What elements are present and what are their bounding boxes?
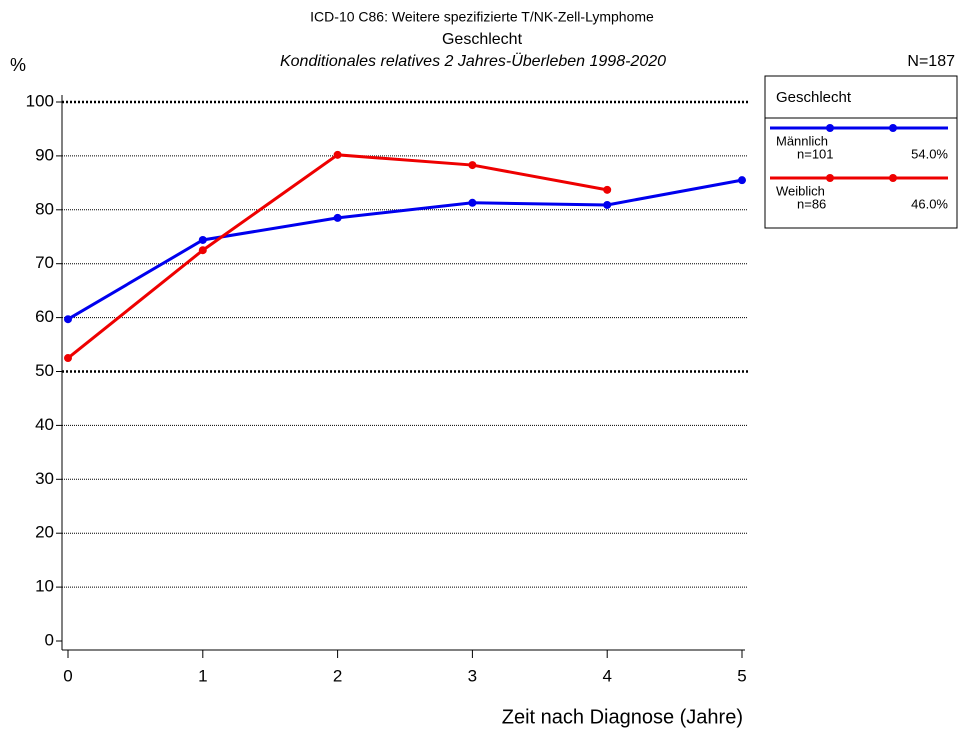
chart-title: ICD-10 C86: Weitere spezifizierte T/NK-Z… [310, 9, 654, 25]
series-line [67, 178, 743, 321]
chart-subtitle: Geschlecht [442, 31, 523, 48]
y-axis-label: % [10, 55, 26, 75]
legend-marker [889, 124, 897, 132]
total-label: N=187 [907, 53, 955, 70]
point [468, 161, 477, 170]
legend-marker [889, 174, 897, 182]
legend-count: n=101 [797, 146, 834, 161]
y-tick-label: 80 [35, 199, 54, 218]
y-tick-label: 50 [35, 361, 54, 380]
y-tick-label: 70 [35, 253, 54, 272]
legend-count: n=86 [797, 196, 826, 211]
x-axis-label: Zeit nach Diagnose (Jahre) [502, 706, 743, 728]
legend-title: Geschlecht [776, 89, 852, 106]
y-tick-label: 10 [35, 577, 54, 596]
point [603, 200, 612, 209]
x-tick-label: 2 [333, 666, 342, 685]
point [64, 354, 72, 363]
legend-label: Weiblich [776, 183, 825, 198]
point [603, 185, 612, 194]
series-line [67, 153, 608, 360]
legend-marker [826, 124, 834, 132]
y-tick-label: 20 [35, 523, 54, 542]
point [738, 176, 746, 185]
point [198, 235, 207, 244]
point [333, 213, 342, 222]
y-tick-label: 100 [26, 91, 54, 110]
y-tick-label: 60 [35, 307, 54, 326]
legend-share: 54.0% [911, 146, 948, 161]
y-tick-label: 0 [45, 630, 54, 649]
point [468, 198, 477, 207]
y-tick-label: 90 [35, 145, 54, 164]
legend-marker [826, 174, 834, 182]
x-tick-label: 1 [198, 666, 207, 685]
y-tick-label: 40 [35, 415, 54, 434]
y-tick-label: 30 [35, 469, 54, 488]
x-tick-label: 5 [737, 666, 746, 685]
chart-subtitle: Konditionales relatives 2 Jahres-Überleb… [280, 52, 666, 70]
x-tick-label: 0 [63, 666, 72, 685]
legend-label: Männlich [776, 133, 828, 148]
point [64, 315, 72, 324]
x-tick-label: 4 [602, 666, 611, 685]
point [198, 246, 207, 255]
point [333, 150, 342, 159]
legend-share: 46.0% [911, 196, 948, 211]
x-tick-label: 3 [468, 666, 477, 685]
legend-box [764, 75, 958, 229]
